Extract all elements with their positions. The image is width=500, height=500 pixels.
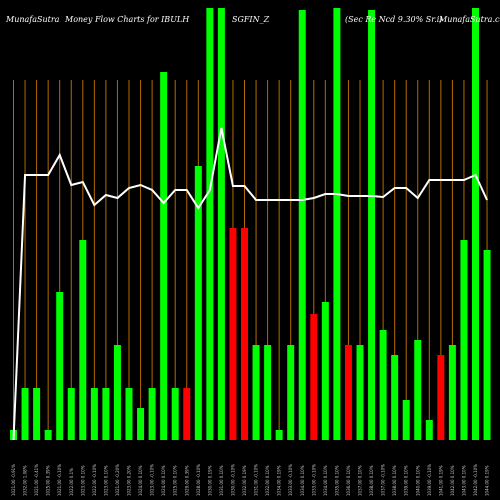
money-flow-bar	[356, 345, 364, 440]
header-subtitle: Money Flow Charts for IBULH	[64, 15, 190, 24]
money-flow-bar	[21, 388, 29, 440]
money-flow-bar	[183, 388, 191, 440]
money-flow-bar	[206, 8, 214, 440]
x-tick-label: 1038.00 0.10%	[392, 465, 397, 496]
x-tick-label: 1040.00 0.10%	[415, 465, 420, 496]
x-tick-label: 1034.00 0.10%	[300, 465, 305, 496]
x-tick-label: 1035.00 0.10%	[334, 465, 339, 496]
money-flow-bar	[321, 302, 329, 440]
money-flow-bar	[472, 8, 479, 440]
money-flow-bar	[79, 240, 87, 440]
x-tick-label: 1031.00 0.10%	[219, 465, 224, 496]
money-flow-bar	[287, 345, 295, 440]
x-tick-label: 1022.00 0.1%	[69, 468, 74, 496]
x-tick-label: 1034.00 0.19%	[277, 465, 282, 496]
money-flow-bar	[44, 430, 52, 440]
x-tick-label: 1041.00 0.19%	[438, 465, 443, 496]
x-tick-label: 1021.00 -0.20%	[115, 464, 120, 496]
money-flow-bar	[344, 345, 352, 440]
money-flow-bar	[414, 340, 422, 440]
x-tick-label: 1032.00 0.19%	[242, 465, 247, 496]
x-tick-label: 1021.00 -0.10%	[57, 464, 62, 496]
money-flow-bar	[67, 388, 75, 440]
money-flow-bar	[56, 292, 64, 440]
x-tick-label: 1023.00 0.20%	[127, 465, 132, 496]
money-flow-bar	[102, 388, 110, 440]
x-tick-label: 1030.00 -0.10%	[230, 464, 235, 496]
money-flow-bar	[148, 388, 156, 440]
x-tick-label: 1028.00 -0.10%	[196, 464, 201, 496]
header-description: (Sec Re Ncd 9.30% Sr.i)	[345, 15, 442, 24]
header-symbol: SGFIN_Z	[232, 15, 270, 24]
x-tick-label: 1042.00 0.10%	[450, 465, 455, 496]
x-tick-label: 1022.00 -0.10%	[92, 464, 97, 496]
money-flow-bar	[171, 388, 179, 440]
x-tick-label: 1036.00 0.10%	[346, 465, 351, 496]
x-tick-label: 1023.00 0.10%	[103, 465, 108, 496]
x-tick-labels: 1021.00 -0.91% 1032.00 1.08% 1021.00 -0.41…	[11, 464, 490, 496]
x-tick-label: 1024.00 0.10%	[161, 465, 166, 496]
money-flow-bar	[229, 228, 237, 440]
x-tick-label: 1039.00 -0.10%	[427, 464, 432, 496]
x-tick-label: 1021.00 -0.91%	[11, 464, 16, 496]
money-flow-bar	[437, 355, 445, 440]
x-tick-label: 1039.00 0.10%	[404, 465, 409, 496]
money-flow-bar	[90, 388, 98, 440]
x-tick-label: 1024.00 0.10%	[138, 465, 143, 496]
x-tick-label: 1044.00 0.19%	[485, 465, 490, 496]
money-flow-line	[12, 127, 488, 441]
x-tick-label: 1033.00 -0.10%	[311, 464, 316, 496]
money-flow-bar	[460, 240, 468, 440]
bars	[10, 8, 491, 440]
money-flow-bar	[241, 228, 248, 440]
money-flow-bar	[194, 166, 202, 440]
x-tick-label: 1034.00 0.10%	[323, 465, 328, 496]
x-tick-label: 1032.00 1.08%	[23, 465, 28, 496]
x-tick-label: 1021.00 -0.41%	[34, 464, 39, 496]
money-flow-bar	[137, 408, 145, 440]
header-watermark: MunafaSutra.com	[438, 15, 500, 24]
money-flow-bar	[379, 330, 387, 440]
header-site: MunafaSutra	[5, 15, 60, 24]
money-flow-bar	[483, 250, 491, 440]
chart-header: MunafaSutra Money Flow Charts for IBULH …	[5, 15, 500, 24]
x-tick-label: 1043.00 0.10%	[461, 465, 466, 496]
money-flow-bar	[425, 420, 433, 440]
money-flow-bar	[33, 388, 41, 440]
money-flow-bar	[368, 10, 376, 440]
x-tick-label: 1029.00 0.39%	[184, 465, 189, 496]
x-tick-label: 1037.00 -0.10%	[381, 464, 386, 496]
x-tick-label: 1042.00 -0.10%	[473, 464, 478, 496]
x-tick-label: 1033.00 -0.10%	[288, 464, 293, 496]
money-flow-bar	[402, 400, 410, 440]
x-tick-label: 1032.00 0.10%	[265, 465, 270, 496]
money-flow-bar	[275, 430, 283, 440]
x-tick-label: 1025.00 0.39%	[46, 465, 51, 496]
money-flow-bar	[264, 345, 272, 440]
x-tick-label: 1038.00 0.10%	[369, 465, 374, 496]
x-tick-label: 1031.00 -0.10%	[254, 464, 259, 496]
money-flow-bar	[391, 355, 399, 440]
x-tick-label: 1023.00 -0.10%	[150, 464, 155, 496]
money-flow-bar	[252, 345, 260, 440]
x-tick-label: 1025.00 0.10%	[173, 465, 178, 496]
money-flow-bar	[333, 8, 341, 440]
x-tick-label: 1037.00 0.10%	[358, 465, 363, 496]
money-flow-bar	[125, 388, 133, 440]
x-tick-label: 1023.00 0.10%	[80, 465, 85, 496]
money-flow-bar	[113, 345, 121, 440]
money-flow-bar	[298, 10, 306, 440]
money-flow-bar	[448, 345, 456, 440]
x-tick-label: 1030.00 0.19%	[207, 465, 212, 496]
money-flow-bar	[160, 72, 168, 440]
money-flow-bar	[217, 8, 225, 440]
money-flow-bar	[310, 314, 318, 440]
